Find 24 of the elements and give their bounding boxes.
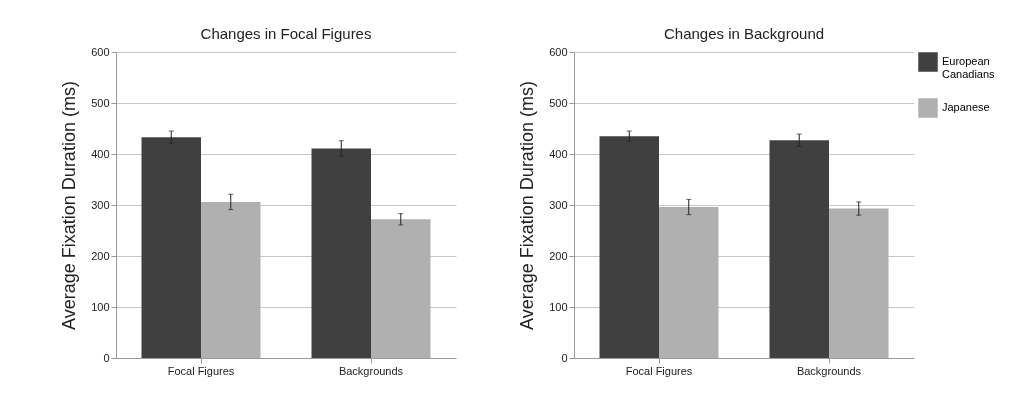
y-tick-label: 300 xyxy=(91,198,110,211)
y-tick-label: 600 xyxy=(549,45,568,58)
x-tick-label: Backgrounds xyxy=(338,364,404,377)
y-tick-label: 400 xyxy=(91,147,110,160)
y-tick-label: 0 xyxy=(103,351,110,364)
y-tick-label: 200 xyxy=(91,249,110,262)
x-tick-label: Focal Figures xyxy=(625,364,693,377)
y-tick-label: 500 xyxy=(549,96,568,109)
x-tick-label: Backgrounds xyxy=(796,364,862,377)
legend-label: Japanese xyxy=(942,101,990,113)
y-tick-label: 500 xyxy=(91,96,110,109)
y-axis-title: Average Fixation Duration (ms) xyxy=(517,81,538,330)
y-tick-label: 400 xyxy=(549,147,568,160)
y-tick-label: 200 xyxy=(549,249,568,262)
chart-title: Changes in Background xyxy=(663,25,825,42)
y-tick-label: 300 xyxy=(549,198,568,211)
y-tick-label: 100 xyxy=(91,300,110,313)
x-tick-label: Focal Figures xyxy=(167,364,235,377)
y-tick-label: 100 xyxy=(549,300,568,313)
y-axis-title: Average Fixation Duration (ms) xyxy=(59,81,80,330)
y-tick-label: 600 xyxy=(91,45,110,58)
y-tick-label: 0 xyxy=(561,351,568,364)
legend-label: European Canadians xyxy=(942,55,996,80)
chart-title: Changes in Focal Figures xyxy=(200,25,372,42)
